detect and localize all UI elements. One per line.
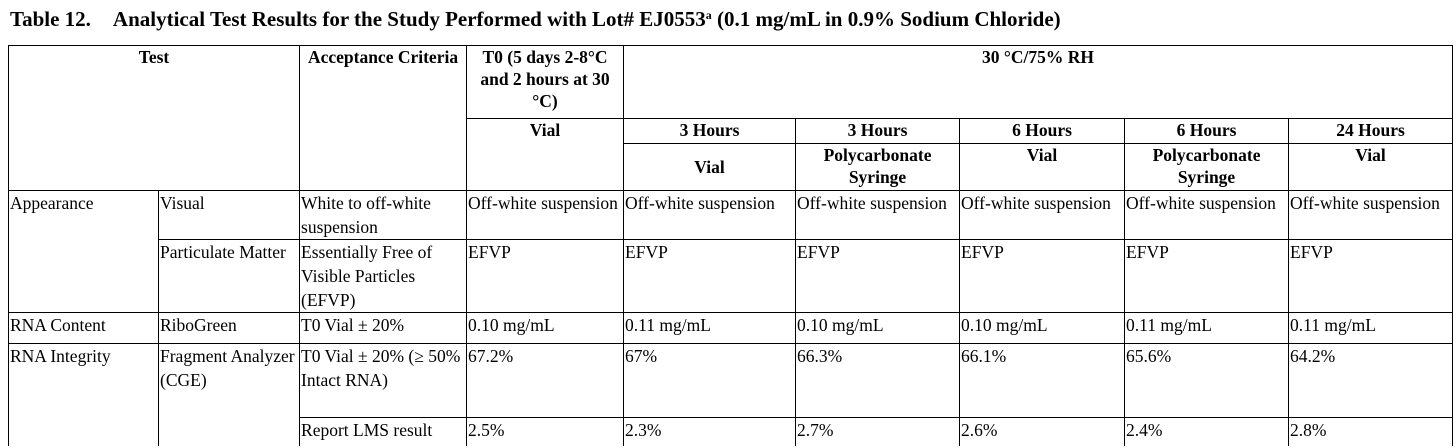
result-cell: EFVP — [795, 239, 961, 313]
result-cell: 2.6% — [959, 417, 1126, 446]
result-cell: 67.2% — [466, 343, 625, 418]
header-timepoint: 6 Hours — [1124, 118, 1290, 144]
result-cell: 0.11 mg/mL — [1124, 312, 1290, 344]
test-method-cell: RiboGreen — [157, 312, 301, 344]
header-container: Vial — [1288, 143, 1454, 191]
table-title: Analytical Test Results for the Study Pe… — [112, 7, 706, 31]
header-container: Polycarbonate Syringe — [795, 143, 961, 191]
result-cell: Off-white suspension — [959, 190, 1126, 240]
header-row-1: Test Acceptance Criteria T0 (5 days 2-8°… — [7, 45, 1454, 191]
result-cell: Off-white suspension — [1124, 190, 1290, 240]
table-row: Report LMS result 2.5% 2.3% 2.7% 2.6% 2.… — [9, 417, 1454, 446]
result-cell: 2.7% — [795, 417, 961, 446]
header-timepoint: 3 Hours — [795, 118, 961, 144]
result-cell: 0.11 mg/mL — [1288, 312, 1454, 344]
result-cell: EFVP — [959, 239, 1126, 313]
result-cell: 2.3% — [623, 417, 797, 446]
result-cell: 2.8% — [1288, 417, 1454, 446]
table-caption: Table 12. Analytical Test Results for the… — [10, 6, 1450, 32]
header-container: Polycarbonate Syringe — [1124, 143, 1290, 191]
test-method-cell: Particulate Matter — [157, 239, 301, 313]
result-cell: 2.5% — [466, 417, 625, 446]
result-cell: 64.2% — [1288, 343, 1454, 418]
table-number: Table 12. — [10, 7, 91, 31]
table-row: RNA Integrity Fragment Analyzer (CGE) T0… — [8, 343, 1454, 446]
header-container: Vial — [623, 143, 797, 191]
result-cell: Off-white suspension — [795, 190, 961, 240]
result-cell: EFVP — [466, 239, 625, 313]
result-cell: 67% — [623, 343, 797, 418]
header-timepoint: 6 Hours — [959, 118, 1126, 144]
acceptance-criteria-cell: T0 Vial ± 20% (≥ 50% Intact RNA) — [299, 343, 468, 418]
table-row: Appearance Visual White to off-white sus… — [8, 190, 1454, 313]
result-cell: 0.11 mg/mL — [623, 312, 797, 344]
header-row-2: Vial 3 Hours 3 Hours 6 Hours 6 Hours 24 … — [9, 118, 1454, 191]
acceptance-criteria-cell: T0 Vial ± 20% — [299, 312, 468, 344]
table-title-tail: (0.1 mg/mL in 0.9% Sodium Chloride) — [711, 7, 1061, 31]
test-method-cell: Visual — [157, 190, 301, 240]
header-test: Test — [7, 45, 301, 191]
acceptance-criteria-cell: Essentially Free of Visible Particles (E… — [299, 239, 468, 313]
test-group-cell: Appearance — [8, 190, 159, 313]
header-timepoint: 24 Hours — [1288, 118, 1454, 144]
header-storage-condition: 30 °C/75% RH — [623, 45, 1454, 119]
header-timepoint: 3 Hours — [623, 118, 797, 144]
result-cell: EFVP — [1124, 239, 1290, 313]
result-cell: 66.1% — [959, 343, 1126, 418]
table-row: Particulate Matter Essentially Free of V… — [9, 239, 1454, 313]
test-group-cell: RNA Content — [8, 312, 159, 344]
result-cell: 2.4% — [1124, 417, 1290, 446]
result-cell: Off-white suspension — [1288, 190, 1454, 240]
result-cell: EFVP — [1288, 239, 1454, 313]
table-title-footnote-marker: a — [705, 8, 712, 22]
test-group-cell: RNA Integrity — [8, 343, 159, 446]
test-method-cell: Fragment Analyzer (CGE) — [157, 343, 301, 446]
header-t0-container: Vial — [466, 118, 625, 191]
acceptance-criteria-cell: White to off-white suspension — [299, 190, 468, 240]
result-cell: EFVP — [623, 239, 797, 313]
result-cell: Off-white suspension — [466, 190, 625, 240]
result-cell: 0.10 mg/mL — [795, 312, 961, 344]
acceptance-criteria-cell: Report LMS result — [299, 417, 468, 446]
header-container: Vial — [959, 143, 1126, 191]
table-row: RNA Content RiboGreen T0 Vial ± 20% 0.10… — [8, 312, 1454, 344]
result-cell: 65.6% — [1124, 343, 1290, 418]
result-cell: 0.10 mg/mL — [959, 312, 1126, 344]
header-t0: T0 (5 days 2-8°C and 2 hours at 30 °C) — [466, 45, 625, 119]
header-acceptance-criteria: Acceptance Criteria — [299, 45, 468, 191]
results-table: Test Acceptance Criteria T0 (5 days 2-8°… — [7, 45, 1454, 446]
result-cell: Off-white suspension — [623, 190, 797, 240]
header-row-3: Vial Polycarbonate Syringe Vial Polycarb… — [9, 143, 1454, 191]
result-cell: 0.10 mg/mL — [466, 312, 625, 344]
result-cell: 66.3% — [795, 343, 961, 418]
